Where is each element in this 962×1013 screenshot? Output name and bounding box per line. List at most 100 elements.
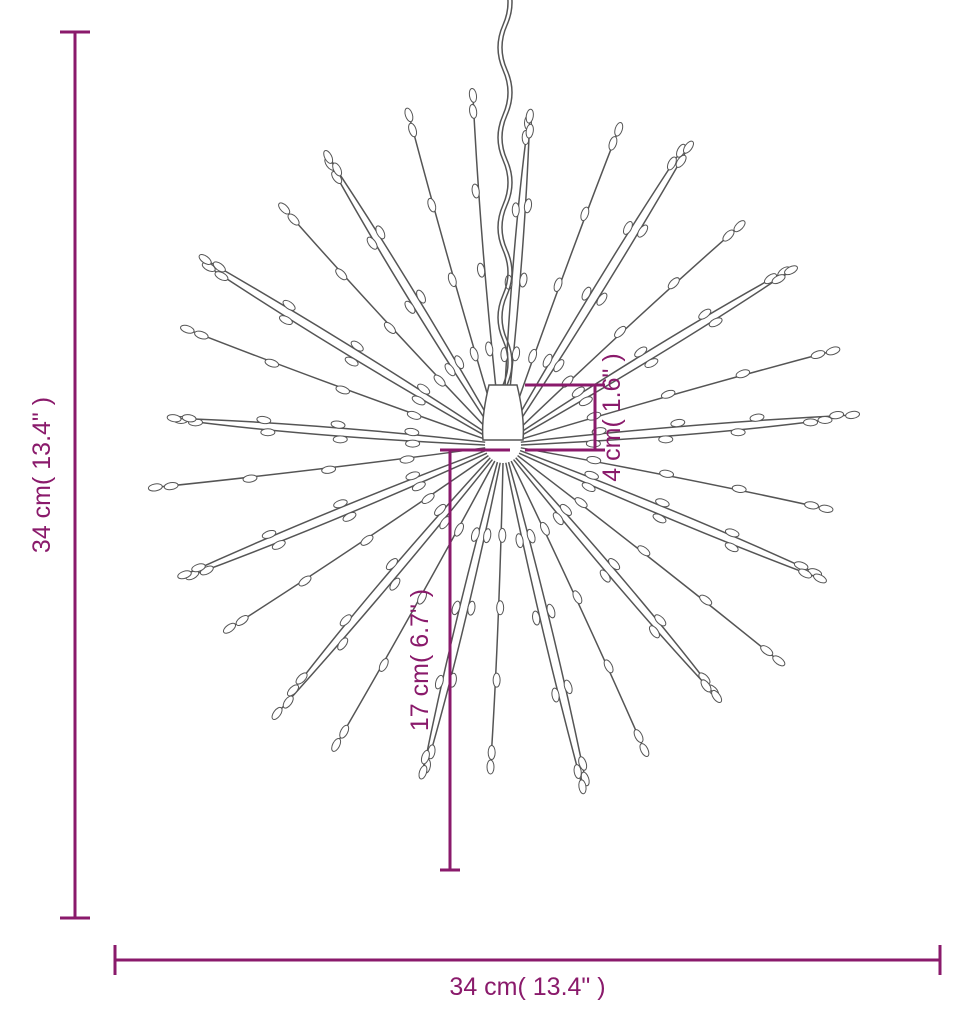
led-bulb — [759, 644, 774, 658]
led-bulb — [511, 346, 520, 361]
led-bulb — [261, 529, 276, 540]
led-bulb — [416, 382, 431, 396]
led-bulb — [432, 373, 447, 388]
led-bulb — [633, 345, 648, 359]
led-bulb — [359, 533, 374, 547]
led-bulb — [403, 300, 417, 315]
led-bulb — [551, 688, 560, 703]
led-bulb — [453, 354, 466, 370]
led-bulb — [167, 414, 182, 423]
led-bulb — [810, 349, 825, 360]
strand — [174, 418, 485, 442]
strand — [328, 157, 495, 429]
dim-label-width: 34 cm( 13.4" ) — [449, 973, 605, 1001]
led-bulb — [571, 589, 584, 605]
led-bulb — [488, 746, 495, 760]
dim-label-height: 34 cm( 13.4" ) — [28, 397, 56, 553]
strand — [521, 448, 826, 509]
strand — [473, 95, 500, 427]
led-bulb — [222, 621, 237, 635]
led-bulb — [632, 728, 645, 744]
led-bulb — [434, 674, 445, 689]
dim-label-hub: 4 cm( 1.6" ) — [598, 353, 626, 481]
led-bulb — [698, 593, 713, 607]
led-bulb — [732, 484, 747, 493]
led-bulb — [659, 469, 674, 478]
led-bulb — [194, 330, 209, 341]
led-bulb — [256, 415, 271, 424]
led-bulb — [783, 264, 799, 277]
led-bulb — [845, 410, 860, 419]
led-bulb — [382, 320, 397, 335]
led-bulb — [666, 276, 681, 291]
led-bulb — [338, 613, 353, 628]
led-bulb — [264, 358, 279, 369]
led-bulb — [732, 219, 747, 234]
led-bulb — [469, 104, 478, 119]
strand — [509, 462, 586, 779]
led-bulb — [403, 107, 414, 122]
led-bulb — [653, 613, 668, 628]
led-bulb — [321, 465, 336, 474]
led-bulb — [523, 198, 532, 213]
dim-label-strand: 17 cm( 6.7" ) — [406, 589, 434, 731]
led-bulb — [330, 737, 343, 753]
led-bulb — [578, 395, 594, 408]
led-bulb — [453, 522, 466, 538]
led-bulb — [512, 203, 519, 217]
strand — [516, 458, 713, 691]
strand — [330, 164, 493, 430]
technical-diagram: 34 cm( 13.4" ) 34 cm( 13.4" ) 4 cm( 1.6" )… — [0, 0, 962, 1013]
led-bulb — [660, 389, 675, 400]
led-bulb — [804, 501, 819, 510]
led-bulb — [180, 324, 195, 335]
led-bulb — [417, 765, 428, 780]
led-bulb — [622, 220, 635, 236]
led-bulb — [526, 528, 537, 543]
led-bulb — [655, 497, 670, 508]
strand — [519, 270, 791, 437]
led-bulb — [710, 689, 724, 704]
led-bulb — [433, 502, 448, 517]
led-bulb — [271, 539, 287, 552]
strand — [518, 272, 784, 435]
strand — [521, 415, 853, 442]
led-bulb — [278, 314, 294, 327]
led-bulb — [825, 345, 840, 356]
strands-group — [148, 88, 860, 794]
led-bulb — [613, 122, 624, 137]
led-bulb — [406, 410, 421, 421]
led-bulb — [377, 657, 390, 673]
led-bulb — [277, 201, 292, 216]
led-bulb — [411, 394, 427, 407]
led-bulb — [573, 496, 588, 510]
led-bulb — [469, 346, 480, 361]
led-bulb — [407, 122, 418, 137]
led-bulb — [281, 694, 295, 709]
strand — [205, 260, 488, 435]
led-bulb — [405, 470, 420, 481]
led-bulb — [148, 483, 163, 492]
led-bulb — [447, 272, 458, 287]
led-bulb — [539, 521, 552, 537]
led-bulb — [333, 436, 347, 443]
led-bulb — [571, 385, 586, 399]
led-bulb — [493, 673, 500, 687]
strand — [516, 226, 740, 432]
led-bulb — [581, 481, 597, 494]
led-bulb — [515, 533, 524, 548]
led-bulb — [468, 88, 477, 103]
hub-body — [483, 385, 524, 440]
led-bulb — [374, 225, 387, 241]
led-bulb — [546, 603, 557, 618]
led-bulb — [294, 671, 309, 686]
led-bulb — [735, 368, 750, 379]
strand — [209, 267, 487, 437]
led-bulb — [281, 298, 296, 312]
led-bulb — [771, 654, 786, 668]
led-bulb — [487, 760, 494, 774]
led-bulb — [365, 236, 379, 251]
led-bulb — [497, 601, 504, 615]
led-bulb — [724, 527, 739, 538]
led-bulb — [270, 706, 284, 721]
